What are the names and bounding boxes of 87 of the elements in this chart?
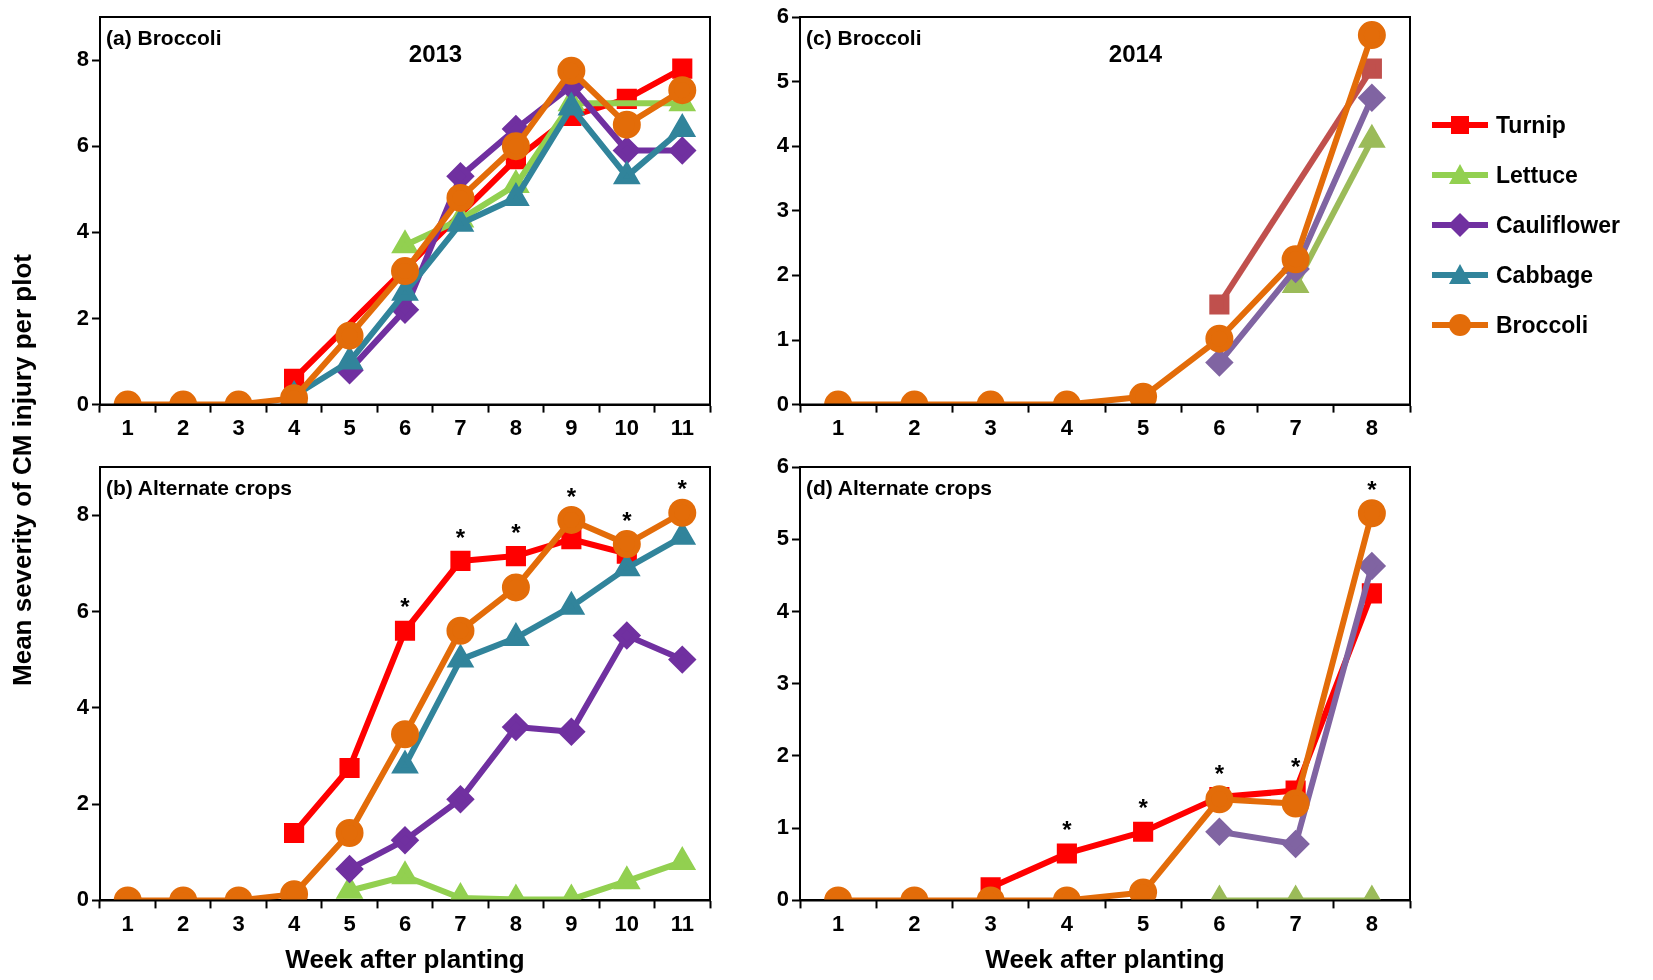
x-tick-label: 6 [1213, 910, 1226, 936]
chart-title: (b) Alternate crops [106, 475, 292, 499]
x-tick-label: 5 [343, 414, 356, 440]
y-tick-label: 0 [776, 886, 789, 912]
y-tick-label: 6 [76, 132, 89, 158]
y-tick-label: 8 [76, 501, 89, 527]
y-tick-label: 4 [776, 132, 790, 158]
annotation: * [677, 475, 688, 503]
annotation: * [400, 593, 411, 621]
x-tick-label: 7 [1289, 414, 1302, 440]
y-tick-label: 1 [776, 814, 789, 840]
x-tick-label: 3 [232, 414, 245, 440]
y-tick-label: 4 [76, 218, 90, 244]
x-tick-label: 1 [121, 414, 134, 440]
text: 2014 [1108, 39, 1163, 67]
legend-label: Broccoli [1496, 311, 1589, 339]
legend-label: Cauliflower [1496, 211, 1620, 239]
x-tick-label: 6 [398, 414, 412, 440]
y-tick-label: 6 [776, 453, 789, 479]
y-tick-label: 4 [76, 693, 90, 719]
x-axis-title: Week after planting [985, 943, 1225, 974]
y-tick-label: 2 [776, 261, 789, 287]
x-tick-label: 9 [565, 414, 578, 440]
y-tick-label: 6 [776, 3, 789, 29]
text: 2013 [408, 39, 463, 67]
x-tick-label: 10 [614, 910, 640, 936]
x-tick-label: 5 [1137, 414, 1150, 440]
y-tick-label: 0 [76, 390, 89, 416]
x-tick-label: 8 [509, 910, 523, 936]
y-tick-label: 3 [776, 669, 789, 695]
x-tick-label: 6 [1213, 414, 1226, 440]
x-tick-label: 8 [1365, 414, 1378, 440]
x-tick-label: 4 [287, 910, 301, 936]
x-tick-label: 1 [832, 414, 845, 440]
annotation: * [1062, 816, 1073, 844]
x-tick-label: 1 [121, 910, 134, 936]
legend-label: Turnip [1496, 111, 1566, 139]
x-tick-label: 7 [1289, 910, 1302, 936]
x-tick-label: 1 [832, 910, 845, 936]
x-tick-label: 11 [670, 414, 694, 440]
x-tick-label: 4 [1060, 414, 1074, 440]
chart-title: (a) Broccoli [106, 25, 222, 49]
annotation: * [622, 506, 633, 534]
y-tick-label: 5 [776, 525, 789, 551]
x-tick-label: 3 [984, 414, 997, 440]
chart-title: (c) Broccoli [806, 25, 922, 49]
x-tick-label: 6 [398, 910, 412, 936]
annotation: * [511, 518, 522, 546]
y-tick-label: 1 [776, 326, 789, 352]
annotation: * [1290, 753, 1301, 781]
y-tick-label: 2 [76, 304, 89, 330]
x-tick-label: 2 [908, 910, 921, 936]
y-tick-label: 0 [76, 886, 89, 912]
y-tick-label: 4 [776, 597, 790, 623]
x-tick-label: 8 [1365, 910, 1378, 936]
x-tick-label: 7 [454, 414, 467, 440]
annotation: * [1214, 759, 1225, 787]
x-tick-label: 2 [908, 414, 921, 440]
x-tick-label: 7 [454, 910, 467, 936]
x-tick-label: 4 [1060, 910, 1074, 936]
x-tick-label: 5 [343, 910, 356, 936]
legend-label: Lettuce [1496, 161, 1578, 189]
y-tick-label: 5 [776, 67, 789, 93]
chart-title: (d) Alternate crops [806, 475, 992, 499]
annotation: * [1138, 794, 1149, 822]
x-tick-label: 9 [565, 910, 578, 936]
y-tick-label: 0 [776, 390, 789, 416]
y-tick-label: 3 [776, 196, 789, 222]
x-tick-label: 3 [232, 910, 245, 936]
x-axis-title: Week after planting [285, 943, 525, 974]
x-tick-label: 8 [509, 414, 523, 440]
x-tick-label: 2 [177, 910, 190, 936]
x-tick-label: 11 [670, 910, 694, 936]
x-tick-label: 4 [287, 414, 301, 440]
x-tick-label: 10 [614, 414, 640, 440]
y-axis-title: Mean severity of CM injury per plot [6, 254, 38, 686]
x-tick-label: 3 [984, 910, 997, 936]
annotation: * [1367, 475, 1378, 503]
y-tick-label: 2 [76, 790, 89, 816]
annotation: * [455, 523, 466, 551]
x-tick-label: 5 [1137, 910, 1150, 936]
y-tick-label: 6 [76, 597, 89, 623]
y-tick-label: 8 [76, 46, 89, 72]
annotation: * [566, 482, 577, 510]
legend-label: Cabbage [1496, 261, 1594, 289]
x-tick-label: 2 [177, 414, 190, 440]
y-tick-label: 2 [776, 742, 789, 767]
